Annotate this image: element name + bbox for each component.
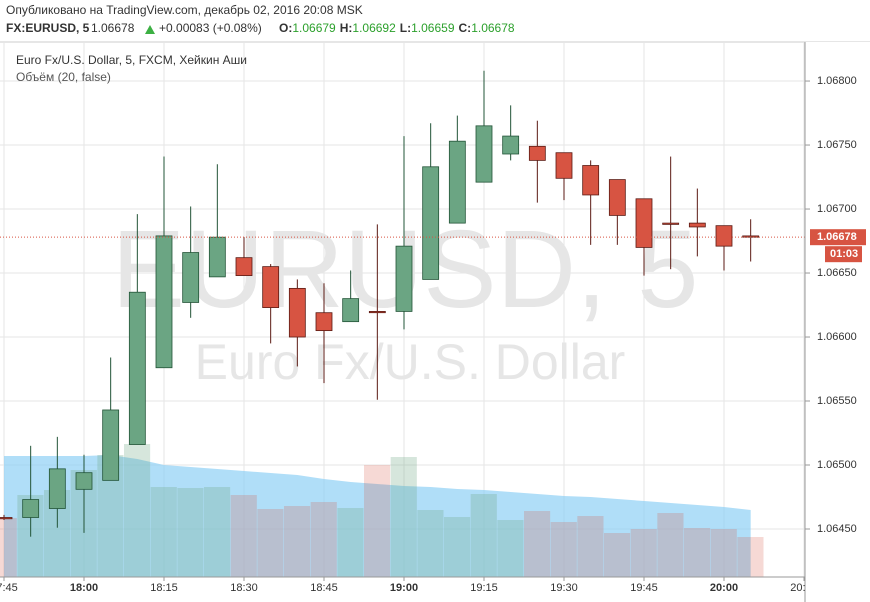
ohlc-key: L: (400, 21, 411, 35)
x-tick-label: 20:00 (710, 582, 738, 594)
x-tick-label: 19:00 (390, 582, 418, 594)
y-tick-label: 1.06500 (817, 459, 857, 471)
time-axis: 17:45 18:00 18:15 18:30 18:45 19:00 19:15 19:30… (0, 577, 818, 594)
y-tick-label: 1.06650 (817, 267, 857, 279)
volume-bar (364, 465, 391, 577)
x-tick-label: 19:15 (470, 582, 498, 594)
candle-body (448, 140, 466, 224)
volume-bar (684, 528, 711, 577)
volume-bar (257, 509, 284, 577)
up-arrow (145, 25, 155, 34)
candle-body (102, 409, 120, 481)
y-tick-label: 1.06750 (817, 139, 857, 151)
y-tick-label: 1.06450 (817, 523, 857, 535)
candle-body (0, 517, 13, 520)
candle-body (422, 166, 440, 280)
volume-bar (497, 520, 524, 577)
x-tick-label: 18:30 (230, 582, 258, 594)
volume-bar (230, 495, 257, 577)
candle-body (155, 235, 173, 369)
countdown: 01:03 (830, 248, 858, 260)
volume-bar (284, 506, 311, 577)
candle-body (342, 298, 360, 323)
volume-bar (630, 529, 657, 577)
volume-bar (604, 533, 631, 577)
ohlc-key: O: (279, 21, 292, 35)
ohlc: O: 1.06679 H: 1.06692 L: 1.06659 C: 1.06678 (279, 21, 515, 35)
symbol: FX:EURUSD, 5 (6, 21, 90, 35)
candle-body (635, 198, 653, 248)
x-tick-label: 18:00 (70, 582, 98, 594)
volume-bar (390, 457, 417, 577)
candle-body (502, 135, 520, 155)
candle-body (555, 152, 573, 179)
x-tick-label: 17:45 (0, 582, 18, 594)
volume-bar (737, 537, 764, 577)
y-tick-label: 1.06550 (817, 395, 857, 407)
candle-body (75, 472, 93, 490)
x-tick-label: 19:45 (630, 582, 658, 594)
volume-bar (417, 510, 444, 577)
volume-bar (0, 518, 17, 577)
ohlc-key: H: (340, 21, 353, 35)
x-tick-label: 18:15 (150, 582, 178, 594)
x-tick-label: 19:30 (550, 582, 578, 594)
candle-body (582, 165, 600, 196)
volume-bar (577, 516, 604, 577)
watermark-subtitle: Euro Fx/U.S. Dollar (195, 334, 626, 390)
volume-ma-area (4, 455, 751, 577)
candle-body (315, 312, 333, 332)
candle-body (395, 245, 413, 312)
volume-bar (710, 529, 737, 577)
volume-bar (550, 522, 577, 577)
candle-body (688, 222, 706, 228)
candle-body (608, 179, 626, 216)
candle-body (715, 225, 733, 247)
published: Опубликовано на TradingView.com, декабрь… (6, 3, 363, 17)
change: +0.00083 (+0.08%) (159, 21, 262, 35)
candle-body (48, 468, 66, 509)
candle-body (182, 252, 200, 303)
legend-title: Euro Fx/U.S. Dollar, 5, FXCM, Хейкин Аши (16, 53, 247, 67)
volume-bar (204, 487, 231, 577)
volume-bar (470, 494, 497, 577)
candle-body (128, 291, 146, 445)
ohlc-key: C: (459, 21, 472, 35)
last-price-header: 1.06678 (91, 21, 135, 35)
axes: 1.06450 1.06500 1.06550 1.06600 1.06650 1.067… (805, 75, 866, 535)
volume-bar (444, 517, 471, 577)
last-price-box (810, 229, 866, 246)
volume-bar (310, 502, 337, 577)
ohlc-value: 1.06678 (471, 21, 515, 35)
ohlc-value: 1.06679 (292, 21, 336, 35)
y-tick-label: 1.06600 (817, 331, 857, 343)
last-price-label: 1.06678 (817, 231, 857, 243)
candle-body (235, 257, 253, 276)
candle-body (22, 499, 40, 518)
candle-body (368, 311, 386, 314)
ohlc-value: 1.06692 (352, 21, 396, 35)
x-tick-label: 18:45 (310, 582, 338, 594)
candle-body (662, 222, 680, 225)
volume-bar (124, 444, 151, 577)
volume-bar (337, 508, 364, 577)
y-tick-label: 1.06700 (817, 203, 857, 215)
volume-bar (177, 488, 204, 577)
y-tick-label: 1.06800 (817, 75, 857, 87)
ohlc-value: 1.06659 (411, 21, 455, 35)
candle-body (262, 266, 280, 308)
candle-body (528, 145, 546, 161)
legend-volume: Объём (20, false) (16, 70, 111, 84)
candle-body (208, 236, 226, 278)
candle-body (288, 287, 306, 338)
volume-bar (524, 511, 551, 577)
price-axis (805, 42, 870, 602)
countdown-box (825, 246, 862, 263)
plot (0, 42, 805, 577)
volume-bar (150, 487, 177, 577)
volume-bar (657, 513, 684, 577)
candle-body (475, 125, 493, 183)
x-tick-label: 20:15 (790, 582, 818, 594)
